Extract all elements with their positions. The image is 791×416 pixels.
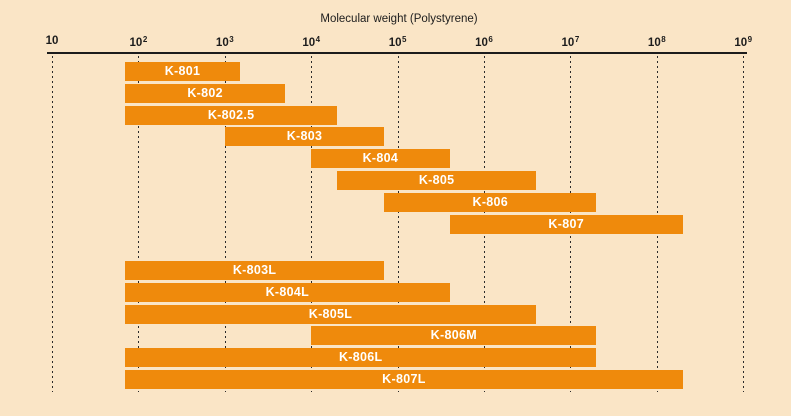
axis-tick-label-10e7: 107 (561, 35, 580, 49)
bar-k-803l: K-803L (125, 261, 385, 280)
bar-k-806m: K-806M (311, 326, 597, 346)
bar-k-805: K-805 (337, 171, 536, 190)
bar-label-k-803: K-803 (286, 129, 323, 144)
bar-label-k-803l: K-803L (232, 263, 277, 277)
axis-tick-label-10e9: 109 (734, 35, 753, 49)
axis-tick-label-10e2: 102 (129, 35, 148, 49)
bar-label-k-807l: K-807L (382, 372, 426, 386)
bar-label-k-804: K-804 (362, 151, 399, 166)
chart-title: Molecular weight (Polystyrene) (320, 13, 478, 25)
bar-k-804: K-804 (311, 149, 450, 169)
axis-tick-label-10e3: 103 (215, 35, 234, 49)
gridline-10e3 (224, 56, 226, 392)
bar-k-806l: K-806L (125, 348, 597, 368)
bar-label-k-802: K-802 (187, 85, 223, 100)
bar-label-k-802.5: K-802.5 (207, 107, 255, 122)
bar-label-k-801: K-801 (164, 64, 201, 78)
bar-label-k-806: K-806 (472, 194, 509, 209)
gridline-10e5 (397, 56, 399, 392)
axis-tick-label-10e4: 104 (302, 35, 321, 49)
bar-k-807: K-807 (449, 214, 683, 234)
bar-label-k-805l: K-805L (308, 306, 353, 321)
bar-k-802: K-802 (125, 83, 286, 103)
bar-k-807l: K-807L (125, 370, 683, 389)
axis-tick-label-10e1: 10 (45, 35, 59, 47)
bar-label-k-806m: K-806M (430, 328, 477, 343)
gridline-10e4 (311, 56, 313, 392)
gridline-10e1 (52, 56, 53, 392)
x-axis-line (47, 52, 747, 54)
bar-label-k-807: K-807 (548, 216, 584, 231)
bar-k-803: K-803 (224, 127, 385, 147)
bar-k-804l: K-804L (125, 282, 450, 302)
bar-label-k-806l: K-806L (338, 350, 383, 365)
bar-label-k-804l: K-804L (265, 284, 310, 299)
bar-k-806: K-806 (384, 192, 597, 212)
bar-label-k-805: K-805 (418, 173, 455, 187)
axis-tick-label-10e6: 106 (475, 35, 493, 49)
bar-k-805l: K-805L (125, 304, 537, 324)
gridline-10e2 (138, 56, 140, 392)
axis-tick-label-10e5: 105 (388, 35, 407, 49)
axis-tick-label-10e8: 108 (647, 35, 666, 49)
gridline-10e9 (743, 56, 745, 392)
bar-k-802.5: K-802.5 (125, 105, 338, 125)
bar-k-801: K-801 (125, 62, 240, 81)
